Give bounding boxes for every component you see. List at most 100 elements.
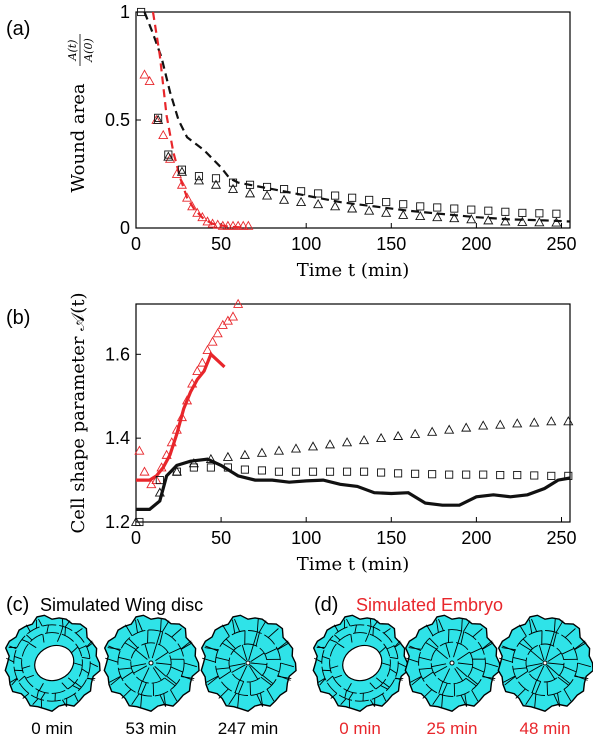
panel-b-triangle-marker-black bbox=[478, 420, 489, 430]
panel-a-square-marker-black bbox=[399, 200, 408, 209]
embryo-tissue-48-min bbox=[497, 614, 593, 712]
panel-b-square-marker-black bbox=[172, 467, 181, 476]
panel-a-triangle-marker-red bbox=[202, 216, 213, 226]
panel-a-x-tick-label: 150 bbox=[376, 234, 406, 254]
panel-a-plot-frame bbox=[135, 11, 571, 229]
panel-a-triangle-marker-black bbox=[432, 211, 443, 222]
panel-a-y-tick-label: 0.5 bbox=[105, 110, 130, 130]
panel-a-square-marker-black bbox=[263, 182, 272, 192]
panel-a-square-marker-black bbox=[280, 185, 289, 194]
panel-b-triangle-marker-red bbox=[134, 445, 145, 455]
panel-b-triangle-marker-red bbox=[171, 424, 182, 434]
panel-a-x-tick-label: 200 bbox=[461, 234, 491, 254]
panel-a-triangle-marker-black bbox=[500, 216, 511, 226]
panel-b-chart: (b) 0 50 100 150 200 250 1.2 1.4 1.6 Time t (min… bbox=[6, 293, 577, 575]
panel-a-triangle-marker-red bbox=[207, 218, 218, 228]
panel-a-triangle-marker-black bbox=[279, 194, 290, 204]
panel-b-square-marker-black bbox=[206, 463, 215, 472]
panel-b-triangle-marker-black bbox=[393, 430, 404, 440]
panel-a-triangle-marker-black bbox=[261, 190, 273, 200]
panel-b-series-2-black-solid-line bbox=[136, 457, 571, 511]
panel-a-triangle-marker-red bbox=[212, 219, 223, 229]
panel-d-title: Simulated Embryo bbox=[356, 595, 503, 615]
panel-b-triangle-marker-red bbox=[161, 449, 172, 459]
panel-b-triangle-marker-black bbox=[154, 487, 165, 497]
panel-a-triangle-marker-red bbox=[158, 129, 169, 140]
panel-a-triangle-marker-red bbox=[192, 207, 203, 217]
panel-a-series-1-red-dashed-line bbox=[151, 11, 247, 229]
panel-b-axes: 0 50 100 150 200 250 1.2 1.4 1.6 bbox=[105, 344, 577, 548]
panel-b-triangle-marker-black bbox=[410, 428, 421, 438]
panel-b-square-marker-black bbox=[308, 467, 318, 476]
panel-a-triangle-marker-red bbox=[227, 220, 239, 230]
panel-a-triangle-marker-black bbox=[449, 213, 460, 223]
embryo-tissue-0-min bbox=[312, 614, 409, 712]
panel-a-y-tick-label: 1 bbox=[120, 2, 130, 22]
panel-b-triangle-marker-black bbox=[358, 435, 370, 445]
panel-b-label: (b) bbox=[6, 307, 30, 329]
panel-a-square-marker-black bbox=[331, 191, 340, 200]
panel-b-triangle-marker-red bbox=[207, 336, 218, 346]
panel-b-square-marker-black bbox=[428, 470, 437, 479]
panel-a-triangle-marker-black bbox=[330, 201, 341, 211]
panel-a-triangle-marker-black bbox=[153, 114, 164, 124]
panel-a-triangle-marker-red bbox=[238, 220, 249, 230]
panel-a-triangle-marker-red bbox=[233, 220, 244, 230]
panel-a-series-0-black-dashed-line bbox=[143, 11, 571, 223]
panel-b-triangle-marker-black bbox=[188, 458, 199, 468]
panel-a-square-marker-black bbox=[211, 174, 221, 183]
panel-b-square-marker-black bbox=[257, 466, 266, 475]
panel-a-square-marker-black bbox=[137, 7, 146, 17]
panel-a-axes: 0 50 100 150 200 250 0 0.5 1 bbox=[105, 2, 577, 254]
panel-b-triangle-marker-red bbox=[233, 298, 244, 308]
panel-b-square-marker-black bbox=[496, 470, 505, 480]
panel-c-label: (c) bbox=[6, 594, 29, 616]
panel-b-square-marker-black bbox=[342, 467, 352, 476]
panel-b-triangle-marker-black bbox=[307, 441, 319, 451]
panel-a-triangle-marker-red bbox=[197, 211, 208, 222]
panel-b-square-marker-black bbox=[274, 467, 284, 476]
panel-b-triangle-marker-red bbox=[202, 344, 213, 355]
panel-b-square-marker-black bbox=[360, 467, 369, 476]
panel-a-triangle-marker-black bbox=[381, 207, 392, 217]
panel-b-square-marker-black bbox=[445, 470, 454, 479]
panel-a-chart: (a) 0 50 100 150 200 250 0 0.5 1 Time t (min) Wo… bbox=[6, 2, 577, 281]
panel-a-y-axis-label-group: Wound area A(t) A(0) bbox=[66, 34, 95, 193]
panel-b-square-marker-black bbox=[513, 470, 522, 480]
panel-a-square-marker-black bbox=[484, 206, 493, 215]
panel-a-square-marker-black bbox=[433, 203, 442, 212]
panel-b-x-axis-label: Time t (min) bbox=[297, 554, 410, 575]
panel-b-triangle-marker-black bbox=[205, 453, 216, 464]
panel-a-square-marker-black bbox=[467, 205, 476, 214]
panel-a-triangle-marker-red bbox=[139, 69, 150, 79]
panel-a-square-marker-black bbox=[501, 207, 510, 216]
panel-a-square-marker-black bbox=[365, 195, 374, 204]
wing-disc-tissue-247-min bbox=[200, 614, 297, 712]
panel-a-triangle-marker-red bbox=[243, 220, 254, 230]
panel-b-triangle-marker-red bbox=[212, 328, 223, 338]
panel-b-square-marker-black bbox=[394, 469, 403, 478]
panel-b-x-tick-label: 100 bbox=[291, 528, 321, 548]
wing-disc-tissue-0-min bbox=[4, 614, 101, 712]
panel-a-square-marker-black bbox=[416, 202, 425, 211]
panel-d-time-1: 25 min bbox=[426, 719, 477, 738]
panel-b-triangle-marker-black bbox=[376, 432, 387, 443]
panel-b-x-tick-label: 250 bbox=[546, 528, 576, 548]
panel-b-triangle-marker-red bbox=[192, 365, 203, 375]
panel-b-square-marker-black bbox=[547, 471, 556, 480]
panel-b-triangle-marker-black bbox=[495, 419, 506, 429]
panel-b-y-tick-label: 1.2 bbox=[105, 512, 130, 532]
panel-a-triangle-marker-black bbox=[313, 199, 324, 209]
panel-b-square-marker-black bbox=[377, 468, 386, 477]
panel-b-triangle-marker-black bbox=[222, 451, 233, 461]
panel-a-square-marker-black bbox=[194, 172, 204, 181]
panel-a-triangle-marker-black bbox=[466, 214, 477, 224]
panel-b-triangle-marker-black bbox=[512, 418, 523, 428]
panel-a-y-axis-label: Wound area bbox=[68, 83, 89, 193]
panel-a-square-marker-black bbox=[535, 209, 544, 218]
panel-b-triangle-marker-black bbox=[461, 422, 472, 432]
panel-b-y-tick-label: 1.4 bbox=[105, 428, 130, 448]
panel-a-square-marker-black bbox=[228, 178, 238, 187]
panel-a-triangle-marker-black bbox=[210, 179, 222, 189]
